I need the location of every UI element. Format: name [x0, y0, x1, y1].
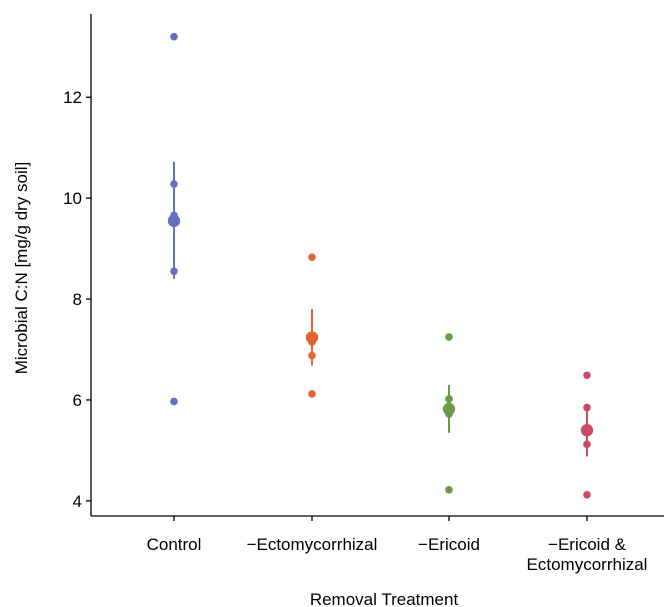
mean-point: [167, 214, 181, 228]
data-point: [170, 180, 178, 188]
data-point: [583, 403, 591, 412]
mean-point: [305, 331, 319, 344]
data-point: [445, 333, 453, 341]
y-axis-title: Microbial C:N [mg/g dry soil]: [12, 162, 31, 375]
data-point: [583, 491, 591, 499]
x-tick-label: −Ectomycorrhizal: [247, 535, 378, 554]
x-category-labels: Control −Ectomycorrhizal −Ericoid −Ericoid …: [147, 516, 648, 574]
data-point: [583, 371, 591, 380]
mean-point: [442, 402, 456, 416]
x-tick-label: Ectomycorrhizal: [527, 555, 648, 574]
y-tick-label: 8: [73, 290, 82, 309]
data-marks: [167, 32, 594, 499]
mean-point: [580, 424, 594, 437]
y-tick-label: 12: [63, 88, 82, 107]
y-tick-label: 6: [73, 391, 82, 410]
data-point: [583, 440, 591, 449]
x-tick-label: −Ericoid &: [548, 535, 627, 554]
data-point: [445, 485, 453, 494]
data-point: [170, 397, 178, 406]
data-point: [308, 351, 316, 360]
x-axis-title: Removal Treatment: [310, 590, 459, 607]
data-point: [308, 390, 316, 398]
x-tick-label: −Ericoid: [418, 535, 480, 554]
y-tick-label: 4: [73, 492, 82, 511]
y-tick-label: 10: [63, 189, 82, 208]
axes: [90, 14, 664, 517]
x-tick-label: Control: [147, 535, 202, 554]
y-ticks: 4 6 8 10 12: [63, 88, 91, 511]
data-point: [170, 267, 178, 276]
data-point: [308, 253, 316, 261]
data-point: [170, 32, 178, 41]
data-point: [445, 395, 453, 403]
